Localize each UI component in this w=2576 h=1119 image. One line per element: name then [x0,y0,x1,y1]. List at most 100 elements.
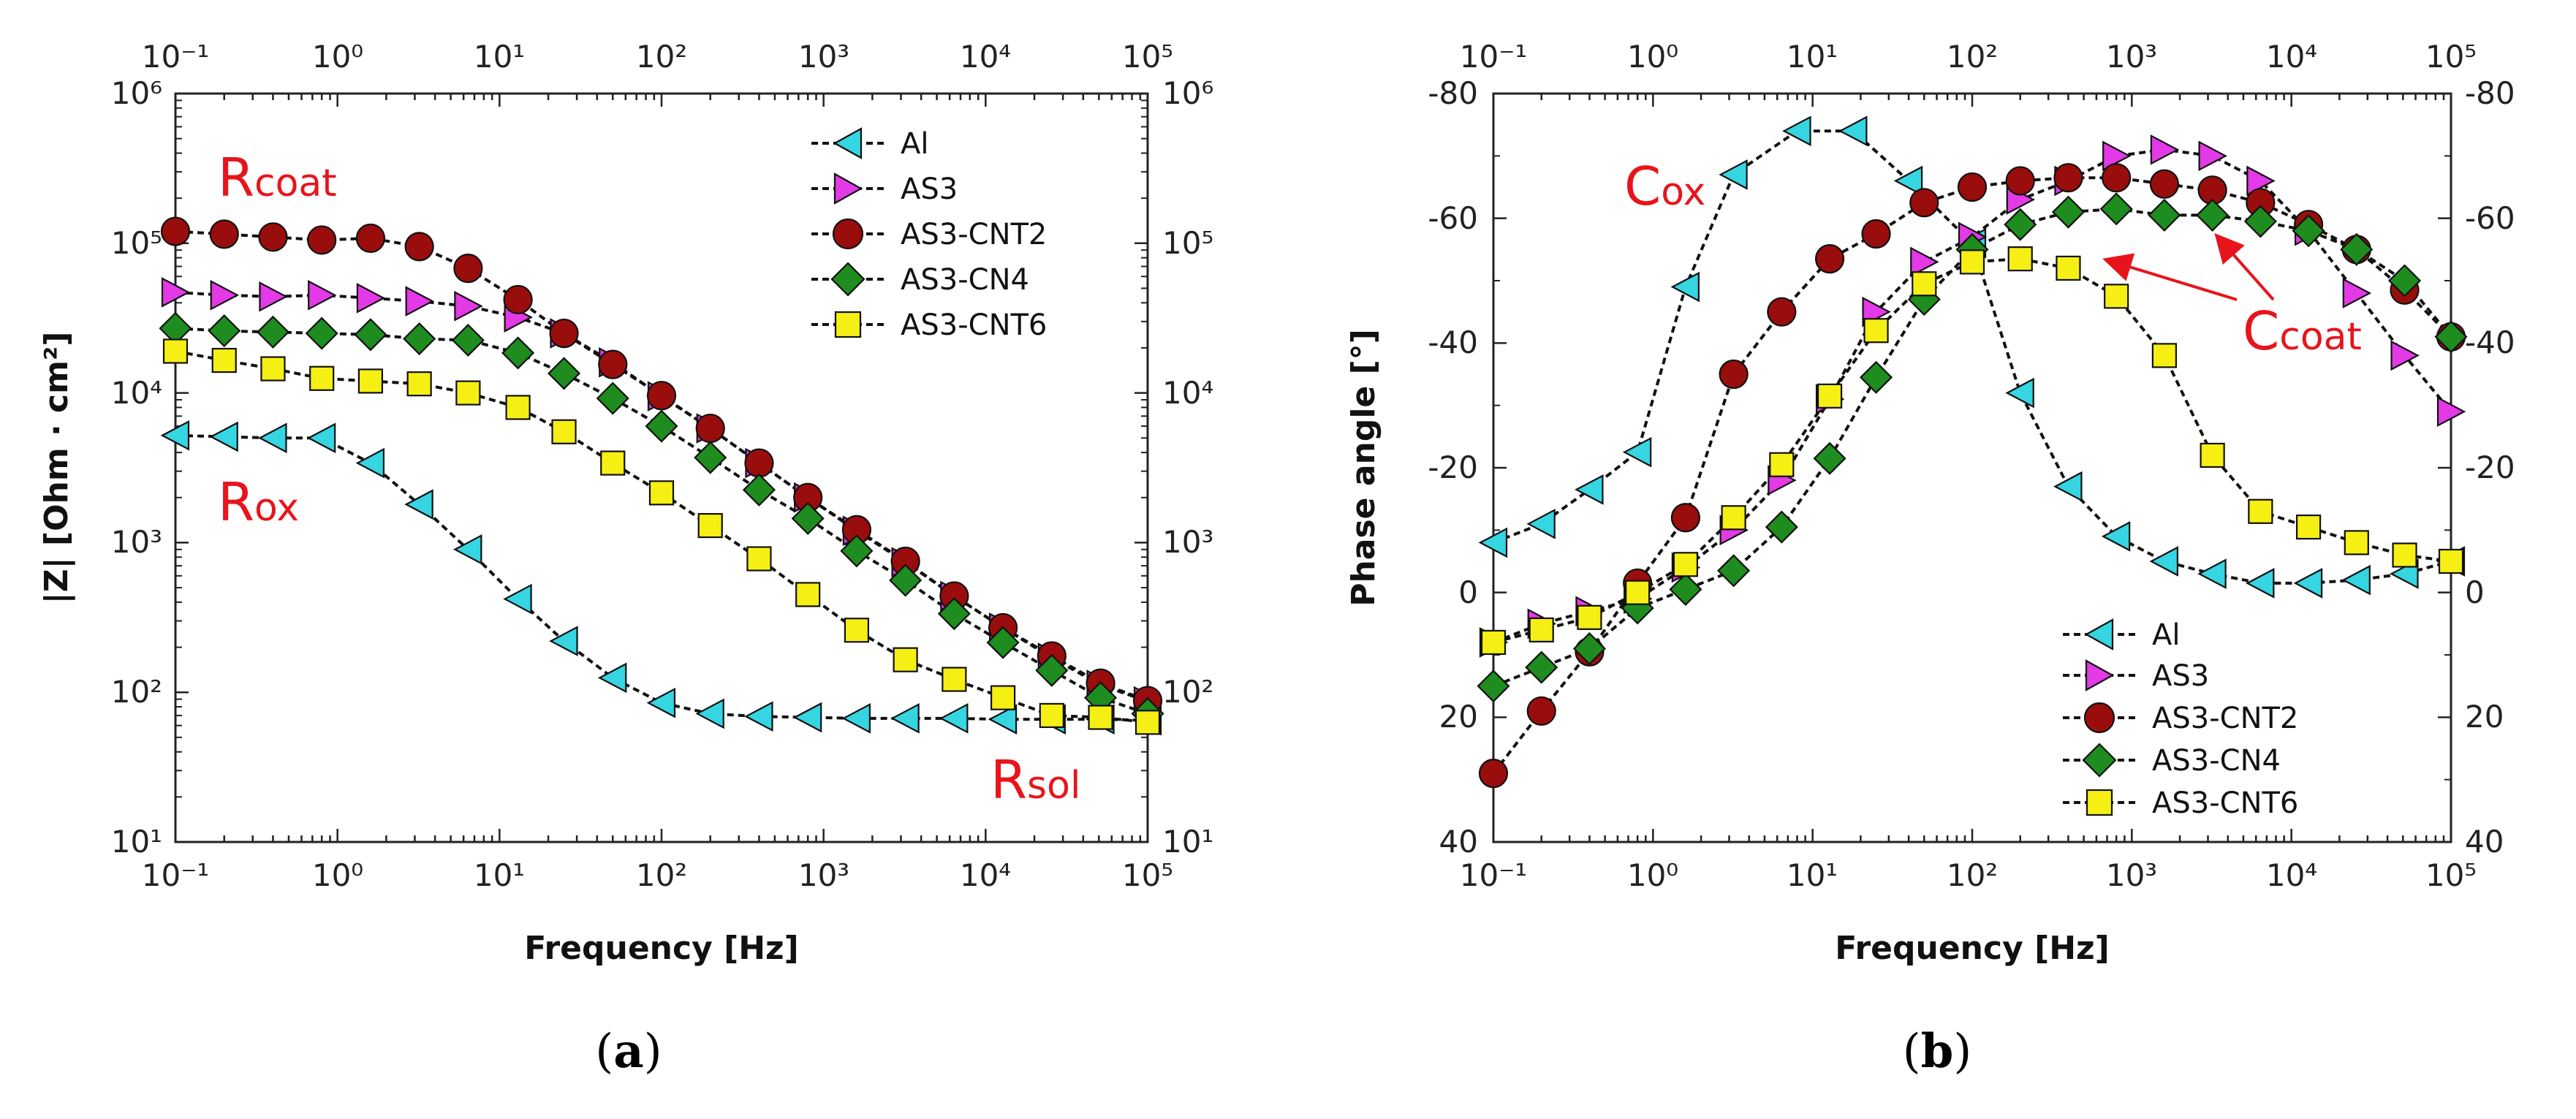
legend-item-as3-cn4: AS3-CN4 [811,262,1029,297]
data-point-as3-cnt6 [551,419,577,444]
a-ytick-right: 10⁶ [1162,75,1213,111]
data-point-as3-cn4 [305,316,338,350]
data-point-as3-cnt6 [1912,271,1937,297]
data-point-as3-cn4 [2004,208,2037,241]
data-point-as3-cnt6 [942,667,967,692]
data-point-al [1838,115,1868,147]
data-point-al [503,583,532,615]
b-ytick-left: -60 [1428,200,1478,236]
panel-b-annotations: Cox Ccoat [1624,156,2362,362]
data-point-as3-cn4 [501,336,535,370]
panel-b-markers [1477,115,2468,789]
data-point-as3-cnt2 [744,448,774,478]
data-point-as3-cnt2 [209,219,239,249]
legend-item-as3-cnt6: AS3-CNT6 [811,308,1047,342]
data-point-as3-cnt6 [2295,514,2322,540]
legend-item-as3-cnt2: AS3-CNT2 [2063,702,2298,735]
data-point-as3-cnt6 [844,618,870,643]
data-point-as3 [308,279,337,311]
a-ytick-left: 10⁴ [111,375,162,411]
a-xtick-bottom: 10⁴ [960,857,1011,893]
data-point-as3-cnt6 [697,512,723,539]
panel-b-legend: Al AS3 AS3-CNT2 AS3-CN4 AS3-CNT6 [2063,618,2298,820]
data-point-as3-cn4 [208,314,241,348]
data-point-al [792,702,822,733]
data-point-as3-cn4 [1813,441,1846,475]
annotation-r-coat: Rcoat [218,147,337,208]
a-ytick-right: 10¹ [1162,824,1213,860]
data-point-as3-cnt2 [453,254,483,284]
data-point-as3-cn4 [2243,205,2277,238]
b-ytick-right: 20 [2465,699,2504,735]
data-point-as3 [2150,134,2180,165]
panel-b-caption: (b) [1903,1024,1972,1079]
data-point-as3-cnt6 [2151,343,2177,368]
data-point-as3-cnt2 [307,225,337,255]
data-point-as3-cnt6 [1528,617,1554,642]
data-point-as3-cnt2 [1814,244,1845,274]
b-xtick-top: 10³ [2106,39,2157,75]
b-xtick-top: 10⁵ [2425,39,2477,75]
b-ytick-left: 0 [1458,574,1478,610]
data-point-as3-cn4 [2099,192,2133,226]
panel-b-y-tick-labels-left: -80 -60 -40 -20 0 20 40 [1428,75,1478,860]
data-point-as3-cnt6 [1863,318,1889,344]
b-xtick-bottom: 10² [1947,857,1998,893]
data-point-al [1526,508,1556,539]
data-point-as3-cnt6 [406,371,432,397]
data-point-as3-cn4 [1859,360,1893,394]
data-point-as3 [2436,396,2466,428]
data-point-as3-cnt6 [2248,498,2273,524]
b-xtick-top: 10¹ [1787,39,1838,75]
data-point-as3-cn4 [2292,214,2325,248]
a-ytick-left: 10² [111,674,162,710]
b-xtick-top: 10⁻¹ [1460,39,1527,75]
legend-item-as3-cnt6: AS3-CNT6 [2063,786,2298,820]
b-ytick-left: -40 [1428,325,1478,360]
panel-a: 10⁻¹ 10⁰ 10¹ 10² 10³ 10⁴ 10⁵ 10⁻¹ 10⁰ 10… [38,39,1213,1079]
a-ytick-left: 10³ [111,524,162,560]
series-line-as3-cnt6 [175,349,1148,724]
data-point-as3-cnt2 [695,413,725,444]
data-point-as3-cn4 [2051,195,2086,229]
legend-item-al: Al [811,127,928,161]
data-point-as3 [2342,278,2372,308]
data-point-as3-cnt2 [503,284,533,315]
data-point-as3 [210,279,240,311]
data-point-as3-cnt6 [2438,548,2464,574]
a-xtick-bottom: 10⁰ [312,857,363,893]
b-ytick-right: 0 [2465,574,2485,610]
data-point-al [2101,521,2131,552]
a-ytick-left: 10¹ [111,824,162,860]
panel-a-markers [159,216,1164,736]
a-xtick-top: 10² [636,39,687,75]
data-point-as3-cn4 [840,534,874,568]
b-ytick-left: -20 [1428,450,1478,485]
data-point-as3-cnt6 [2344,530,2369,555]
data-point-as3-cn4 [889,564,923,597]
data-point-as3-cnt6 [2056,255,2081,281]
data-point-as3-cnt6 [2200,442,2225,469]
data-point-al [404,489,433,520]
data-point-as3-cnt2 [2005,166,2035,196]
data-point-as3 [2246,165,2276,197]
data-point-al [2053,471,2083,502]
panel-b-x-tick-labels-bottom: 10⁻¹ 10⁰ 10¹ 10² 10³ 10⁴ 10⁵ [1460,857,2477,893]
a-xtick-top: 10⁴ [960,39,1011,75]
legend-label: AS3-CN4 [2152,744,2281,778]
legend-item-as3: AS3 [2063,659,2209,693]
legend-item-as3: AS3 [811,172,958,206]
legend-label: AS3-CNT6 [901,308,1047,342]
data-point-as3-cnt2 [2053,163,2083,193]
data-point-as3-cnt6 [795,582,821,607]
a-ytick-right: 10² [1162,674,1213,710]
data-point-as3 [405,286,434,316]
panel-a-caption: (a) [595,1024,662,1079]
b-ytick-left: 40 [1439,824,1478,860]
data-point-as3-cn4 [2340,232,2374,266]
a-xtick-bottom: 10⁻¹ [142,857,209,893]
data-point-as3-cnt6 [1480,629,1507,656]
data-point-as3-cn4 [1717,554,1751,588]
data-point-al [2245,568,2275,599]
